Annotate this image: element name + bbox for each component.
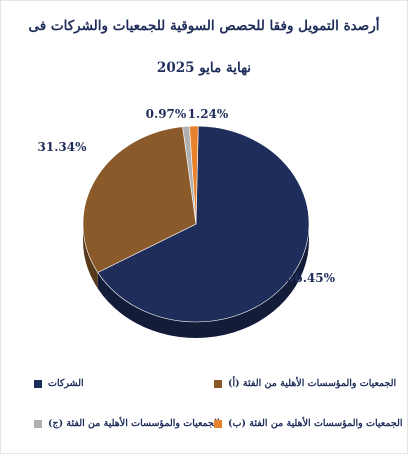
legend-item-category-b: الجمعيات والمؤسسات الأهلية من الفئة (ب): [214, 418, 403, 429]
legend-swatch: [34, 379, 42, 388]
legend-label: الجمعيات والمؤسسات الأهلية من الفئة (أ): [228, 378, 397, 389]
pie-slice-side: [83, 224, 98, 289]
legend-swatch: [214, 379, 222, 388]
chart-title-line-2: نهاية مايو 2025: [156, 60, 252, 76]
chart-title-line-1: أرصدة التمويل وفقا للحصص السوقية للجمعيا…: [28, 18, 380, 34]
pie-slice: [97, 125, 310, 323]
pie-side-walls: [83, 224, 309, 338]
data-label: 31.34%: [38, 140, 88, 154]
data-label: 66.45%: [286, 271, 336, 285]
legend-swatch: [214, 419, 222, 428]
legend-swatch: [34, 419, 42, 428]
legend-item-companies: الشركات: [34, 378, 84, 389]
legend-item-category-c: الجمعيات والمؤسسات الأهلية من الفئة (ج): [34, 418, 220, 429]
data-label: 1.24%: [188, 107, 229, 121]
pie-slice: [82, 126, 197, 273]
pie-slice-side: [97, 224, 309, 338]
legend-label: الشركات: [48, 378, 84, 389]
legend-item-category-a: الجمعيات والمؤسسات الأهلية من الفئة (أ): [214, 378, 396, 389]
legend-label: الجمعيات والمؤسسات الأهلية من الفئة (ب): [228, 418, 403, 429]
pie-slice: [189, 125, 199, 225]
legend-label: الجمعيات والمؤسسات الأهلية من الفئة (ج): [48, 418, 220, 429]
data-label: 0.97%: [146, 107, 187, 121]
